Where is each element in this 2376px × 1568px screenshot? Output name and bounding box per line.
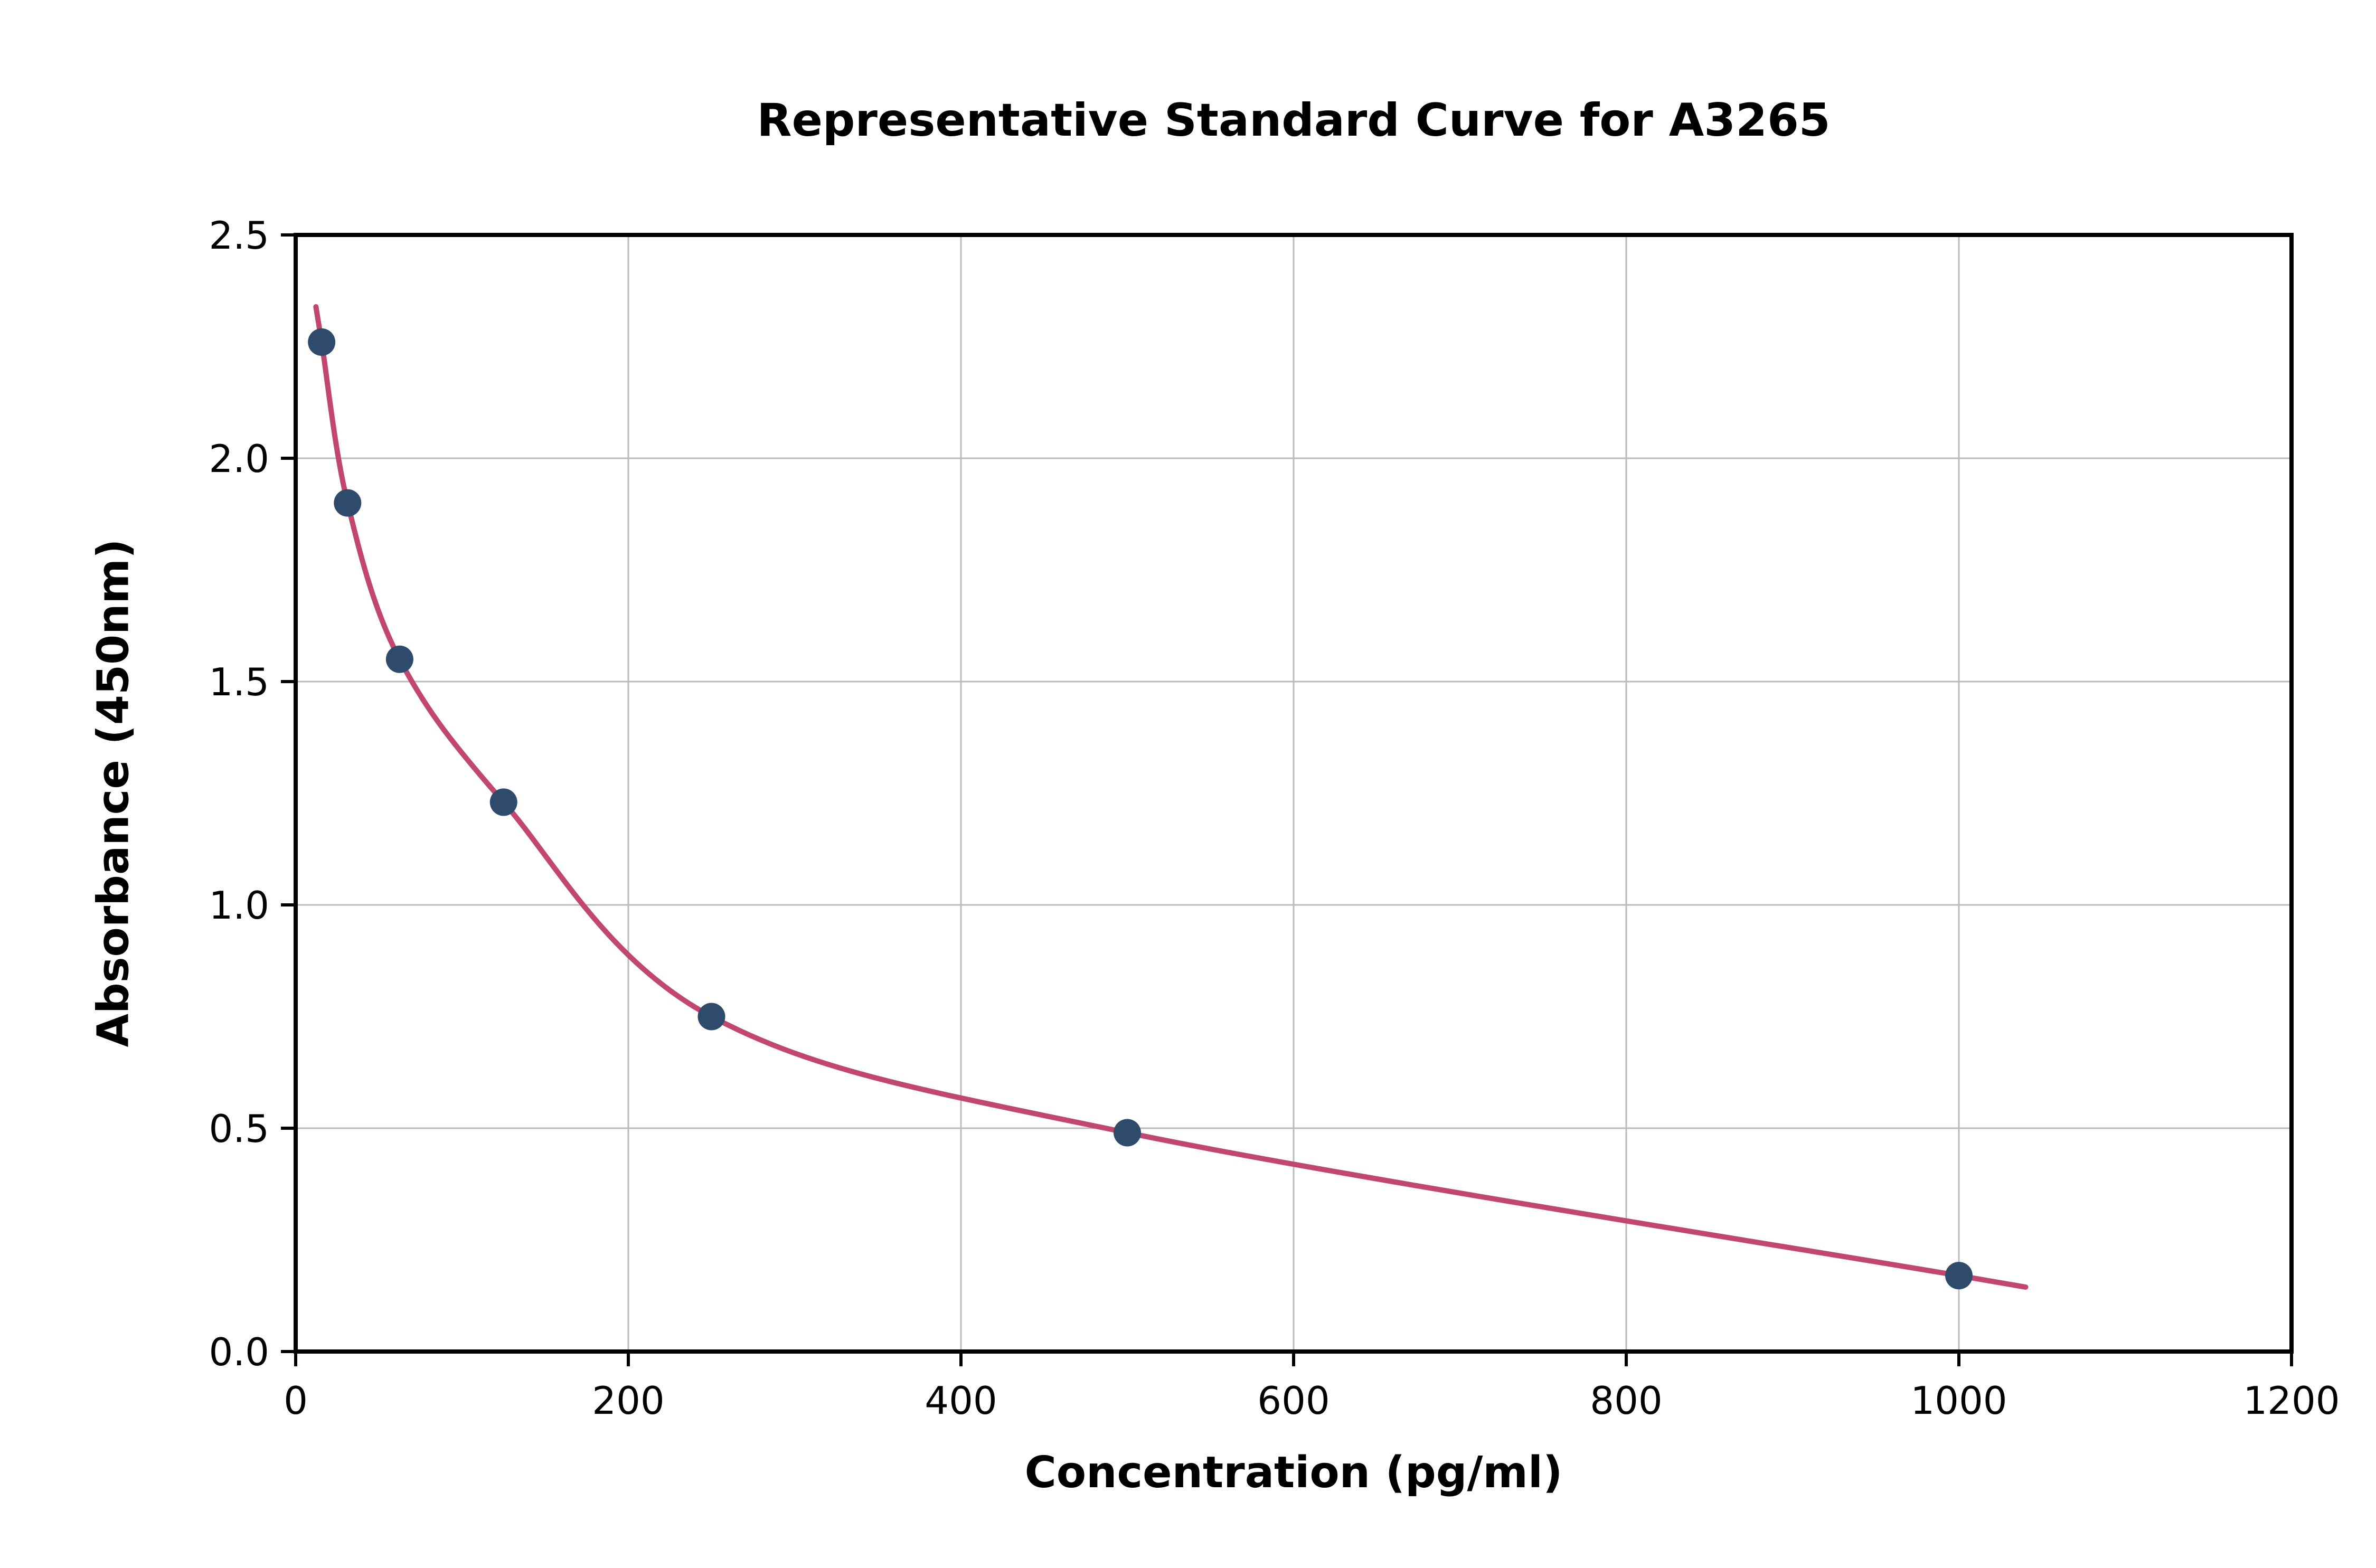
x-tick-label: 1000 (1910, 1378, 2007, 1423)
data-point (1945, 1262, 1973, 1290)
data-point (334, 489, 362, 517)
data-point (697, 1003, 725, 1031)
x-tick-label: 800 (1590, 1378, 1662, 1423)
y-tick-label: 1.5 (209, 660, 269, 704)
fit-curve (313, 304, 2029, 1290)
y-tick-label: 2.5 (209, 213, 269, 258)
x-axis-label: Concentration (pg/ml) (1024, 1448, 1563, 1498)
y-tick-label: 0.0 (209, 1330, 269, 1374)
x-tick-label: 1200 (2243, 1378, 2340, 1423)
plot-border (294, 233, 2294, 1354)
chart-title: Representative Standard Curve for A3265 (757, 94, 1831, 147)
data-point (308, 328, 336, 356)
y-tick-label: 0.5 (209, 1107, 269, 1151)
y-tick-label: 2.0 (209, 437, 269, 481)
data-point (489, 788, 517, 816)
data-point (385, 645, 413, 673)
x-tick-label: 0 (284, 1378, 308, 1423)
x-tick-label: 400 (925, 1378, 997, 1423)
x-tick-label: 200 (592, 1378, 664, 1423)
y-tick-label: 1.0 (209, 883, 269, 928)
x-tick-label: 600 (1257, 1378, 1330, 1423)
data-point (1114, 1119, 1141, 1147)
